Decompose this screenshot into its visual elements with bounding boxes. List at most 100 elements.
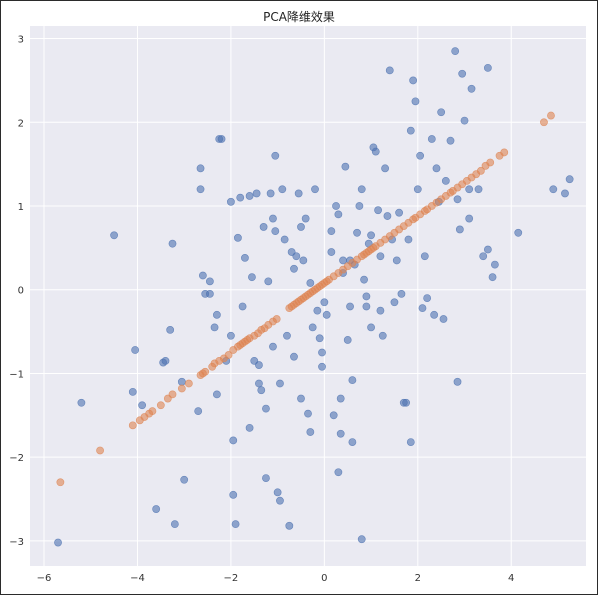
original-point [561, 189, 569, 198]
original-point [313, 306, 322, 315]
original-point [432, 164, 441, 173]
original-point [297, 394, 305, 403]
y-tick-label: −2 [9, 453, 24, 464]
original-point [269, 214, 277, 223]
original-point [362, 302, 371, 311]
original-point [329, 411, 338, 420]
original-point [180, 475, 189, 484]
x-tick-label: 0 [321, 573, 327, 584]
original-point [290, 352, 298, 361]
original-point [320, 298, 329, 307]
chart-title: PCA降维效果 [263, 10, 335, 24]
x-tick-label: −4 [130, 573, 145, 584]
original-point [420, 252, 429, 261]
projected-point [148, 407, 157, 416]
original-point [194, 407, 203, 416]
x-tick-label: −2 [224, 573, 239, 584]
y-tick-label: 2 [18, 118, 24, 129]
original-point [269, 342, 277, 351]
original-point [376, 252, 385, 261]
original-point [301, 214, 310, 223]
original-point [446, 136, 455, 145]
original-point [479, 252, 488, 261]
original-point [294, 189, 303, 198]
y-tick-label: −1 [9, 369, 24, 380]
original-point [427, 135, 436, 143]
original-point [166, 326, 175, 334]
original-point [437, 108, 446, 117]
original-point [397, 290, 406, 298]
original-point [308, 323, 317, 332]
original-point [227, 197, 235, 206]
original-point [346, 302, 354, 311]
original-point [196, 185, 205, 194]
projected-point [128, 421, 137, 430]
original-point [257, 386, 266, 395]
y-tick-label: −3 [9, 537, 24, 548]
original-point [439, 315, 448, 323]
original-point [514, 228, 523, 237]
original-point [483, 245, 492, 254]
original-point [404, 235, 413, 244]
original-point [453, 377, 462, 386]
original-point [327, 248, 336, 256]
original-point [196, 164, 205, 173]
original-point [198, 271, 207, 280]
original-point [252, 189, 261, 198]
original-point [170, 520, 179, 529]
original-point [110, 231, 119, 240]
original-point [416, 151, 425, 160]
original-point [245, 192, 254, 200]
original-point [343, 336, 352, 344]
original-point [212, 310, 221, 319]
projected-point [540, 118, 548, 127]
original-point [285, 521, 294, 530]
original-point [406, 126, 415, 135]
original-point [262, 474, 270, 482]
original-point [488, 273, 497, 282]
original-point [367, 231, 375, 240]
original-point [402, 398, 411, 407]
original-point [336, 429, 345, 438]
original-point [332, 202, 340, 210]
original-point [357, 185, 366, 194]
x-tick-label: −6 [37, 573, 52, 584]
original-point [411, 97, 420, 106]
original-point [460, 116, 469, 125]
projected-point [156, 401, 165, 410]
y-tick-label: 1 [18, 202, 24, 213]
original-point [360, 275, 368, 284]
projected-point [168, 390, 177, 399]
original-point [315, 334, 324, 343]
original-point [406, 438, 415, 446]
original-point [430, 310, 439, 319]
original-point [131, 346, 140, 354]
y-tick-label: 0 [18, 286, 24, 297]
original-point [271, 151, 280, 160]
original-point [318, 362, 326, 371]
original-point [376, 306, 385, 315]
original-point [327, 227, 336, 236]
original-point [322, 310, 331, 319]
original-point [177, 377, 186, 386]
original-point [378, 331, 387, 340]
projected-point [56, 478, 65, 487]
y-tick-label: 3 [18, 35, 24, 46]
original-point [138, 401, 147, 410]
original-point [395, 208, 404, 217]
x-tick-label: 4 [508, 573, 514, 584]
original-point [290, 264, 298, 273]
original-point [413, 185, 422, 194]
original-point [168, 239, 177, 248]
original-point [236, 193, 245, 202]
original-point [297, 223, 305, 231]
original-point [152, 505, 161, 513]
original-point [458, 69, 467, 78]
original-point [306, 279, 315, 287]
original-point [381, 164, 389, 173]
original-point [341, 162, 350, 171]
original-point [205, 277, 214, 286]
original-point [423, 294, 432, 302]
original-point [467, 84, 476, 93]
original-point [367, 323, 375, 332]
